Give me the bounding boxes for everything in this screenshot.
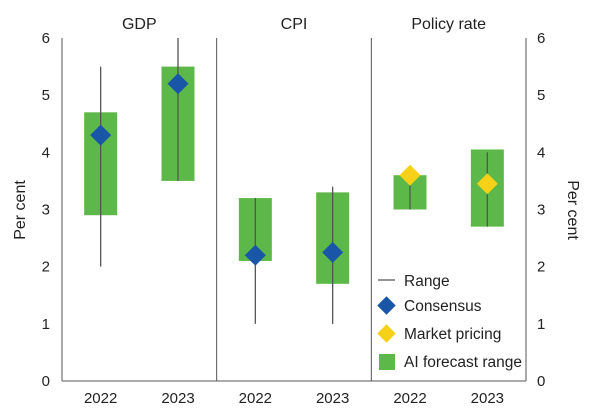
y-tick-label-left: 4 <box>42 144 50 161</box>
y-tick-label-right: 4 <box>537 144 545 161</box>
y-tick-label-left: 5 <box>42 87 50 104</box>
y-axis-label-left: Per cent <box>12 180 29 240</box>
y-tick-label-left: 3 <box>42 202 50 219</box>
y-tick-label-right: 2 <box>537 259 545 276</box>
legend-ai-forecast-swatch <box>379 354 395 370</box>
y-axis-right: 0 1 2 3 4 5 6 <box>537 30 545 390</box>
x-tick-label: 2023 <box>161 390 194 407</box>
y-tick-label-left: 1 <box>42 316 50 333</box>
x-tick-label: 2023 <box>471 390 504 407</box>
y-tick-label-right: 0 <box>537 373 545 390</box>
x-tick-label: 2022 <box>84 390 117 407</box>
legend-range-label: Range <box>404 273 450 290</box>
consensus-marker <box>322 241 344 263</box>
y-tick-label-left: 0 <box>42 373 50 390</box>
y-axis-left: 0 1 2 3 4 5 6 <box>42 30 50 390</box>
y-tick-label-right: 6 <box>537 30 545 47</box>
legend-market-pricing-label: Market pricing <box>404 326 501 343</box>
market-pricing-marker <box>399 164 421 186</box>
x-tick-label: 2022 <box>239 390 272 407</box>
chart-panels: GDP 2022 2023 CPI 2022 2023 Policy rate 2022 202… <box>61 16 527 407</box>
legend-consensus-swatch <box>377 296 396 315</box>
consensus-marker <box>167 73 189 95</box>
legend-market-pricing-swatch <box>377 324 396 343</box>
consensus-marker <box>244 244 266 266</box>
y-tick-label-right: 3 <box>537 202 545 219</box>
y-axis-label-right: Per cent <box>564 180 581 240</box>
x-tick-label: 2022 <box>393 390 426 407</box>
legend: Range Consensus Market pricing AI foreca… <box>377 273 522 371</box>
panel-title: CPI <box>281 16 308 33</box>
legend-ai-forecast-label: AI forecast range <box>404 354 522 371</box>
x-tick-label: 2023 <box>316 390 349 407</box>
legend-consensus-label: Consensus <box>404 298 482 315</box>
consensus-marker <box>90 124 112 146</box>
market-pricing-marker <box>476 173 498 195</box>
y-tick-label-left: 2 <box>42 259 50 276</box>
y-tick-label-right: 1 <box>537 316 545 333</box>
y-tick-label-left: 6 <box>42 30 50 47</box>
panel-title: Policy rate <box>411 16 486 33</box>
y-tick-label-right: 5 <box>537 87 545 104</box>
panel-title: GDP <box>122 16 157 33</box>
